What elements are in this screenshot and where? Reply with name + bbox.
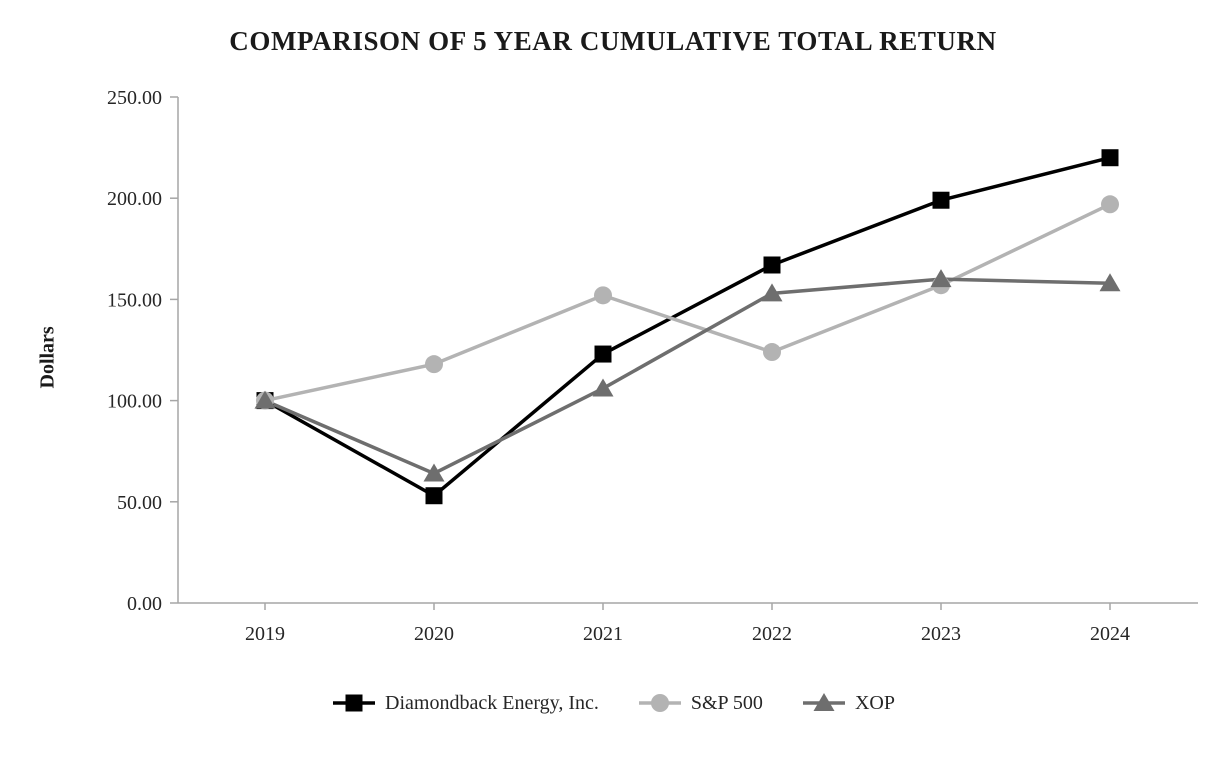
- y-axis-tick-label: 100.00: [107, 391, 162, 413]
- data-point-circle: [763, 343, 781, 362]
- y-axis-tick-label: 250.00: [107, 87, 162, 109]
- data-point-square: [763, 256, 781, 274]
- data-point-square: [425, 487, 443, 505]
- x-axis-tick-label: 2021: [583, 623, 623, 645]
- data-point-circle: [425, 355, 443, 374]
- data-point-triangle: [1099, 273, 1121, 292]
- legend-marker-triangle-icon: [802, 693, 845, 711]
- x-axis-tick-label: 2020: [414, 623, 454, 645]
- x-axis-tick-label: 2024: [1090, 623, 1130, 645]
- series-line-2: [263, 277, 1112, 476]
- legend-item-0: Diamondback Energy, Inc.: [331, 690, 599, 716]
- legend-item-1: S&P 500: [637, 690, 763, 716]
- legend-marker-circle-icon: [638, 694, 681, 712]
- legend-marker-square-icon: [333, 694, 376, 712]
- data-point-triangle: [761, 283, 783, 302]
- x-axis-tick-label: 2022: [752, 623, 792, 645]
- data-point-triangle: [423, 463, 445, 482]
- legend-label: XOP: [854, 691, 895, 714]
- series-line-1: [263, 202, 1112, 403]
- legend-item-2: XOP: [801, 690, 895, 716]
- y-axis-tick-label: 0.00: [127, 593, 162, 615]
- legend-label: Diamondback Energy, Inc.: [385, 691, 599, 714]
- data-point-square: [594, 345, 612, 363]
- data-point-square: [1101, 149, 1119, 167]
- data-point-triangle: [930, 269, 952, 288]
- data-point-square: [932, 191, 950, 209]
- y-axis-tick-label: 50.00: [117, 492, 162, 514]
- x-axis-tick-label: 2019: [245, 623, 285, 645]
- data-point-circle: [594, 286, 612, 305]
- legend-label: S&P 500: [690, 691, 763, 714]
- chart-legend: Diamondback Energy, Inc. S&P 500 XOP: [0, 690, 1226, 716]
- line-chart-plot-area: 0.00 50.00 100.00 150.00 200.00 250.00 2019 202…: [107, 87, 1198, 645]
- chart-title: COMPARISON OF 5 YEAR CUMULATIVE TOTAL RE…: [229, 26, 997, 56]
- data-point-triangle: [254, 390, 276, 409]
- y-axis-tick-label: 200.00: [107, 188, 162, 210]
- data-point-circle: [1101, 195, 1119, 214]
- series-line-0: [263, 155, 1112, 498]
- data-point-triangle: [592, 378, 614, 397]
- x-axis-tick-label: 2023: [921, 623, 961, 645]
- y-axis-tick-label: 150.00: [107, 289, 162, 311]
